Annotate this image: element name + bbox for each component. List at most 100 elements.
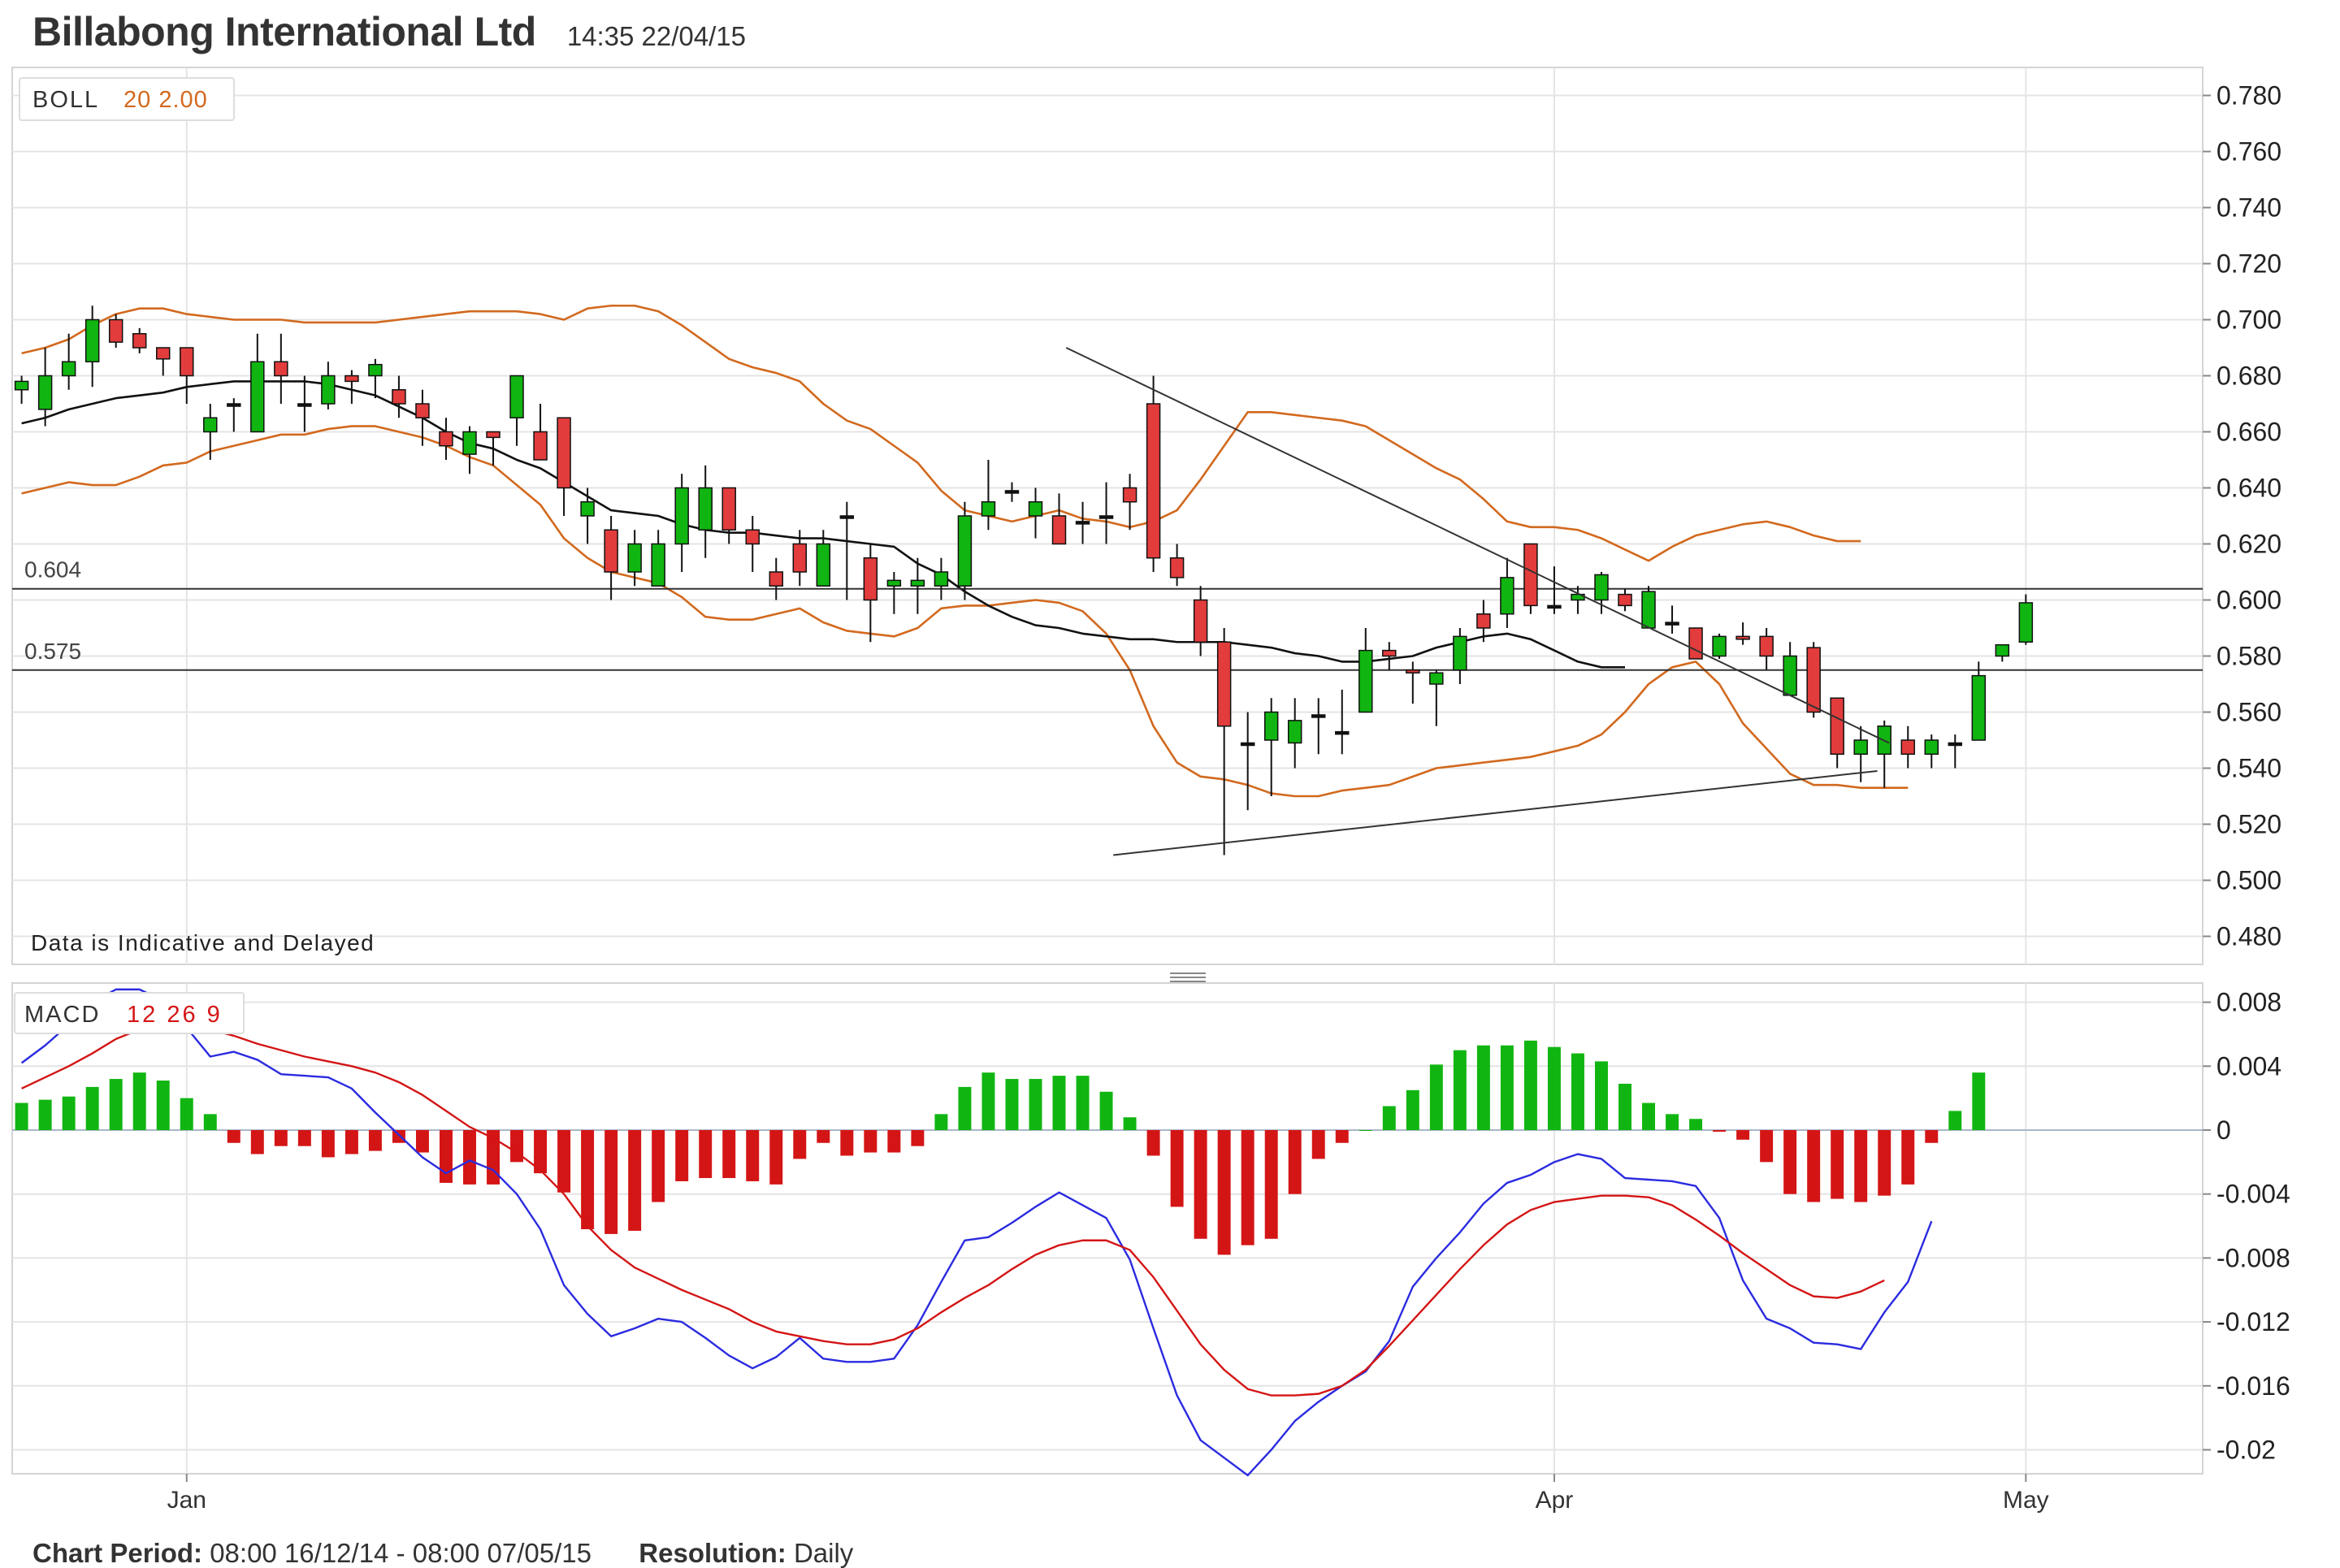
histogram-bar-positive: [1547, 1046, 1561, 1131]
candle-down: [392, 389, 406, 405]
candle-down: [1051, 515, 1067, 545]
histogram-bar-positive: [1666, 1114, 1679, 1131]
macd-tick-label: -0.016: [2216, 1371, 2290, 1401]
candle-down: [1736, 635, 1750, 640]
candle-up: [61, 361, 76, 377]
macd-tick-label: -0.004: [2216, 1180, 2290, 1209]
candle-up: [651, 543, 665, 587]
candle-down: [1146, 403, 1161, 559]
macd-panel-frame: [11, 982, 2204, 1475]
histogram-bar-negative: [769, 1130, 783, 1185]
candle-down: [792, 543, 808, 573]
price-tick-label: 0.540: [2216, 754, 2282, 783]
price-tick-label: 0.580: [2216, 642, 2282, 671]
histogram-bar-negative: [1194, 1130, 1207, 1239]
candle-down: [533, 431, 548, 461]
resolution-value: Daily: [793, 1538, 854, 1568]
histogram-bar-negative: [510, 1130, 524, 1163]
histogram-bar-negative: [817, 1130, 830, 1143]
macd-tick-label: -0.02: [2216, 1435, 2276, 1464]
candle-down: [180, 347, 194, 377]
histogram-bar-positive: [1689, 1119, 1703, 1131]
pane-resize-handle[interactable]: [1162, 970, 1206, 983]
candle-down: [1759, 635, 1774, 657]
candle-down: [604, 529, 618, 573]
histogram-bar-negative: [1760, 1130, 1774, 1163]
price-levels: 0.604 0.575: [12, 557, 2203, 671]
candle-down: [1900, 739, 1915, 755]
price-tick-label: 0.740: [2216, 193, 2282, 223]
histogram-bar-negative: [1170, 1130, 1184, 1207]
candle-up: [203, 417, 218, 433]
candle-up: [1995, 643, 2010, 657]
x-tick-label: May: [2003, 1487, 2049, 1514]
price-tick-label: 0.480: [2216, 922, 2282, 951]
candle-down: [1193, 599, 1208, 643]
histogram-bar-negative: [368, 1130, 382, 1151]
candle-down: [863, 557, 878, 601]
candle-down: [1830, 697, 1844, 755]
candle-up: [1075, 521, 1090, 525]
candle-up: [1783, 655, 1797, 696]
histogram-bar-negative: [415, 1130, 429, 1153]
histogram-bar-negative: [297, 1130, 311, 1146]
histogram-bar-positive: [1594, 1061, 1608, 1131]
histogram-bar-negative: [227, 1130, 240, 1143]
histogram-bar-negative: [1736, 1130, 1750, 1140]
macd-legend-params: 12 26 9: [127, 1002, 223, 1028]
price-grid: [12, 67, 2203, 964]
histogram-bar-positive: [958, 1086, 972, 1131]
candle-down: [274, 361, 288, 377]
candle-up: [1547, 604, 1562, 609]
candle-up: [934, 571, 949, 587]
candle-up: [839, 515, 855, 519]
price-tick-label: 0.720: [2216, 249, 2282, 279]
candle-up: [37, 375, 53, 410]
candle-down: [156, 347, 171, 360]
histogram-bar-positive: [1005, 1079, 1019, 1131]
histogram-bar-negative: [864, 1130, 878, 1153]
histogram-bar-positive: [15, 1102, 28, 1131]
candle-down: [1406, 669, 1420, 674]
candle-down: [132, 333, 147, 349]
macd-histogram: [15, 1040, 1986, 1255]
macd-legend-name: MACD: [24, 1002, 100, 1028]
candle-up: [14, 380, 29, 391]
x-tick-label: Apr: [1536, 1487, 1574, 1514]
candle-down: [1523, 543, 1538, 607]
histogram-bar-negative: [1854, 1130, 1868, 1202]
histogram-bar-negative: [250, 1130, 264, 1154]
candle-up: [1098, 515, 1114, 519]
histogram-bar-positive: [1476, 1045, 1490, 1131]
candle-up: [816, 543, 831, 587]
chart-period-value: 08:00 16/12/14 - 08:00 07/05/15: [210, 1538, 592, 1568]
histogram-bar-positive: [203, 1114, 217, 1131]
histogram-bar-negative: [1925, 1130, 1939, 1143]
candle-up: [1263, 711, 1279, 741]
price-tick-label: 0.640: [2216, 474, 2282, 503]
price-tick-label: 0.660: [2216, 418, 2282, 447]
price-tick-label: 0.760: [2216, 137, 2282, 167]
histogram-bar-negative: [534, 1130, 548, 1174]
histogram-bar-positive: [934, 1114, 948, 1131]
histogram-bar-positive: [1076, 1076, 1090, 1131]
histogram-bar-positive: [1029, 1079, 1042, 1131]
candle-down: [745, 529, 760, 545]
histogram-bar-negative: [1146, 1130, 1160, 1156]
candle-up: [1311, 714, 1326, 718]
histogram-bar-positive: [109, 1079, 123, 1131]
histogram-bar-negative: [1241, 1130, 1254, 1245]
histogram-bar-negative: [911, 1130, 925, 1146]
candle-down: [722, 487, 736, 531]
histogram-bar-negative: [1288, 1130, 1302, 1194]
candle-up: [1287, 720, 1302, 744]
candle-up: [250, 361, 265, 433]
candle-up: [297, 403, 312, 407]
price-tick-label: 0.620: [2216, 530, 2282, 559]
histogram-bar-positive: [1052, 1076, 1066, 1131]
candle-up: [1429, 672, 1444, 685]
histogram-bar-positive: [1382, 1106, 1396, 1131]
candle-up: [698, 487, 713, 531]
histogram-bar-negative: [887, 1130, 901, 1153]
candle-up: [1641, 591, 1656, 629]
